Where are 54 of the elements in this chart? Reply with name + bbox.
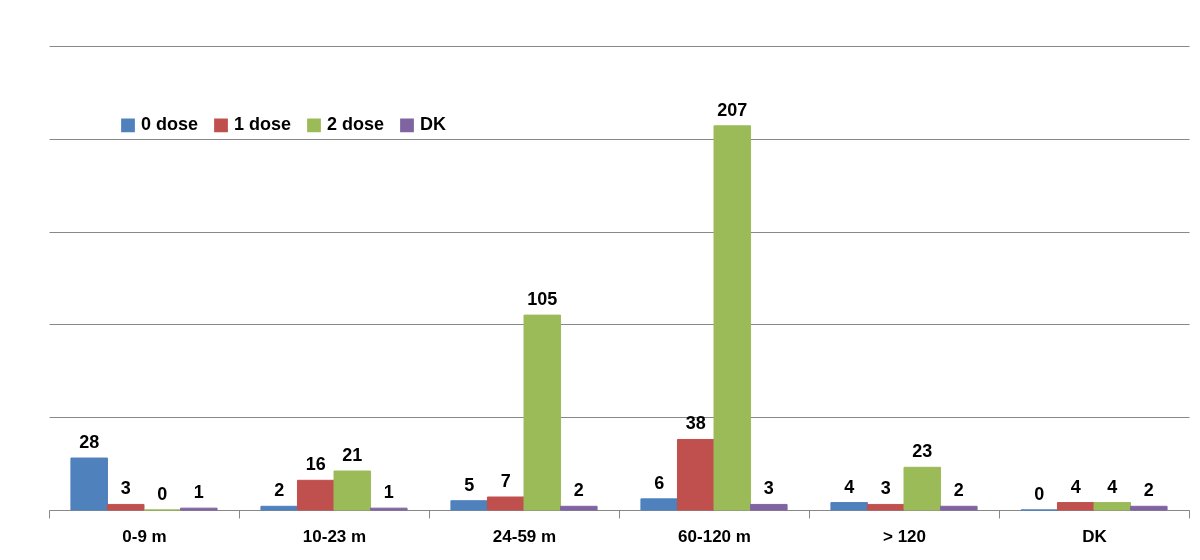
x-tick-label: > 120 xyxy=(882,526,927,546)
data-label: 6 xyxy=(654,472,665,493)
data-label: 0 xyxy=(157,484,168,504)
data-label: 4 xyxy=(844,476,855,497)
data-label: 28 xyxy=(79,432,100,453)
bar xyxy=(260,505,298,511)
data-label: 105 xyxy=(527,289,558,310)
bar xyxy=(713,125,752,511)
data-label: 16 xyxy=(305,454,326,475)
bar xyxy=(450,500,488,511)
bar xyxy=(333,470,372,511)
data-label: 38 xyxy=(685,413,706,434)
data-label: 3 xyxy=(763,478,774,499)
data-label: 207 xyxy=(717,99,748,120)
bar xyxy=(296,479,335,511)
bar xyxy=(940,505,978,511)
x-tick-label: 0-9 m xyxy=(122,526,167,546)
data-label: 7 xyxy=(500,471,511,492)
legend-label: 2 dose xyxy=(327,114,385,135)
data-label: 3 xyxy=(880,478,891,499)
bar xyxy=(750,503,788,511)
data-label: 3 xyxy=(120,478,131,499)
data-label: 21 xyxy=(342,445,363,466)
bar xyxy=(70,457,108,511)
legend-label: DK xyxy=(420,114,446,135)
x-tick-label: 24-59 m xyxy=(492,526,557,546)
bar xyxy=(676,438,715,511)
data-label: 4 xyxy=(1070,476,1081,497)
bar xyxy=(866,503,905,511)
data-label: 2 xyxy=(573,480,584,501)
data-label: 23 xyxy=(912,441,933,462)
data-label: 4 xyxy=(1107,476,1118,497)
bar xyxy=(486,496,525,511)
bar xyxy=(830,502,868,511)
data-label: 5 xyxy=(464,474,475,495)
data-label: 2 xyxy=(953,480,964,501)
bar xyxy=(640,498,678,511)
data-label: 2 xyxy=(274,480,285,501)
legend-label: 1 dose xyxy=(234,114,292,135)
data-label: 1 xyxy=(193,482,204,503)
bar xyxy=(106,503,145,511)
x-tick-label: 60-120 m xyxy=(678,526,751,546)
bar xyxy=(1093,502,1132,511)
legend-label: 0 dose xyxy=(141,114,199,135)
bar xyxy=(1056,502,1095,511)
x-tick-label: DK xyxy=(1082,526,1108,546)
x-tick-label: 10-23 m xyxy=(302,526,367,546)
data-label: 0 xyxy=(1034,484,1045,504)
data-label: 2 xyxy=(1143,480,1154,501)
bar xyxy=(903,466,942,511)
bar xyxy=(523,314,562,511)
bar xyxy=(560,505,598,511)
bar xyxy=(1130,505,1168,511)
data-label: 1 xyxy=(383,482,394,503)
